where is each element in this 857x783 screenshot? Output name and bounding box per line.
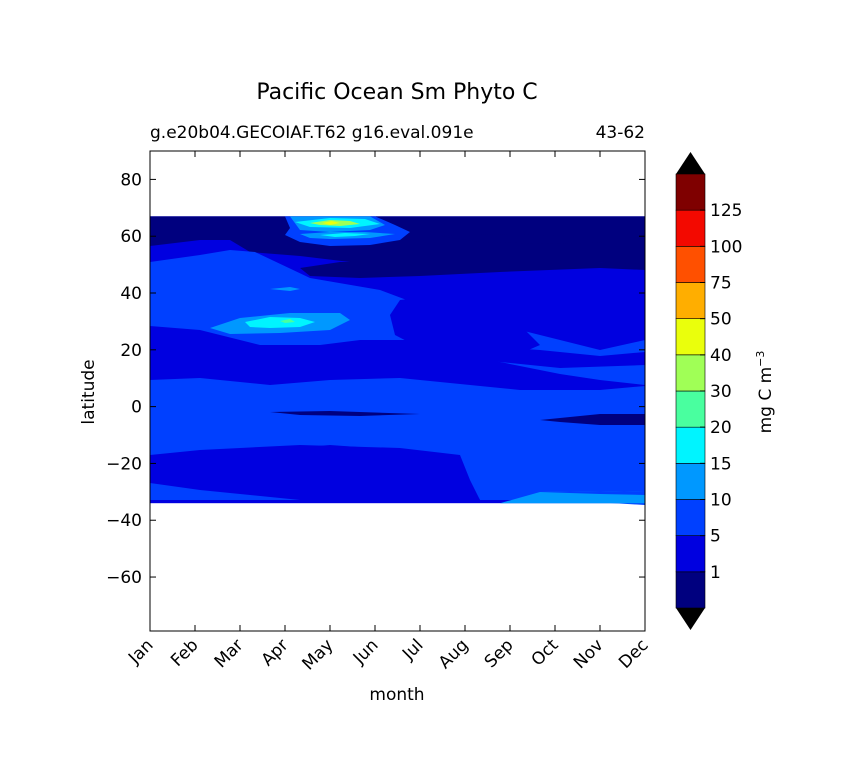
contour-level-0-1 bbox=[440, 234, 605, 244]
colorbar-segment bbox=[675, 318, 706, 356]
x-tick-label: Sep bbox=[481, 635, 518, 672]
plot-frame bbox=[149, 150, 646, 632]
contour-level-15-20 bbox=[245, 317, 315, 328]
colorbar-tick-label: 10 bbox=[710, 491, 732, 511]
x-tick-label: Jul bbox=[398, 635, 427, 664]
colorbar-tick-label: 5 bbox=[710, 527, 721, 547]
colorbar-extend-max bbox=[676, 152, 705, 174]
plot-area bbox=[149, 150, 646, 632]
contour-level-1-5 bbox=[150, 445, 480, 500]
contour-level-0-1 bbox=[270, 411, 420, 416]
contour-level-1-5 bbox=[390, 295, 540, 358]
chart-title: Pacific Ocean Sm Phyto C bbox=[256, 80, 537, 105]
colorbar-segment bbox=[675, 209, 706, 247]
x-tick-label: Nov bbox=[570, 635, 608, 673]
y-tick-label: 20 bbox=[120, 341, 142, 361]
x-tick-label: Mar bbox=[211, 635, 248, 672]
colorbar-tick-label: 20 bbox=[710, 418, 732, 438]
x-tick-label: Aug bbox=[435, 635, 473, 673]
contour-fills bbox=[150, 216, 645, 505]
colorbar-segment bbox=[675, 463, 706, 500]
y-tick-label: −60 bbox=[106, 568, 142, 588]
contour-level-5-10 bbox=[150, 378, 645, 505]
contour-level-15-20 bbox=[320, 233, 370, 237]
colorbar-tick-label: 125 bbox=[710, 201, 742, 221]
chart-subtitle-left: g.e20b04.GECOIAF.T62 g16.eval.091e bbox=[150, 123, 474, 143]
x-tick-label: May bbox=[299, 635, 338, 674]
contour-level-0-1 bbox=[300, 262, 645, 278]
colorbar-segment bbox=[675, 173, 706, 211]
contour-level-40-50 bbox=[322, 221, 340, 225]
x-axis-label: month bbox=[369, 685, 424, 705]
contour-level-5-10 bbox=[540, 491, 645, 495]
contour-level-10-15 bbox=[270, 287, 300, 291]
y-tick-label: −20 bbox=[106, 454, 142, 474]
colorbar-segment bbox=[675, 426, 706, 464]
colorbar-label: mg C m−3 bbox=[754, 351, 776, 434]
colorbar-segment bbox=[675, 246, 706, 283]
x-tick-label: Apr bbox=[258, 635, 293, 670]
y-axis-label: latitude bbox=[79, 359, 99, 424]
y-tick-label: 40 bbox=[120, 284, 142, 304]
colorbar-tick-label: 30 bbox=[710, 382, 732, 402]
colorbar-segment bbox=[675, 535, 706, 573]
x-tick-label: Feb bbox=[167, 635, 202, 670]
colorbar-tick-label: 50 bbox=[710, 310, 732, 330]
contour-level-5-10 bbox=[150, 483, 300, 500]
contour-level-0-1 bbox=[150, 216, 645, 270]
contour-level-20-30 bbox=[280, 319, 295, 323]
contour-level-1-5 bbox=[520, 295, 645, 340]
colorbar-tick-label: 15 bbox=[710, 454, 732, 474]
colorbar-tick-label: 1 bbox=[710, 563, 721, 583]
x-tick-label: Jan bbox=[124, 635, 157, 668]
contour-level-0-1 bbox=[540, 414, 645, 425]
colorbar-extend-min bbox=[676, 608, 705, 630]
x-tick-label: Jun bbox=[349, 635, 383, 669]
y-tick-label: −40 bbox=[106, 511, 142, 531]
y-tick-label: 0 bbox=[131, 398, 142, 418]
chart-subtitle-right: 43-62 bbox=[596, 123, 645, 143]
colorbar-segment bbox=[675, 354, 706, 392]
x-tick-label: Dec bbox=[615, 635, 652, 672]
colorbar-segment bbox=[675, 282, 706, 319]
y-tick-label: 80 bbox=[120, 170, 142, 190]
colorbar-tick-label: 40 bbox=[710, 346, 732, 366]
colorbar-segment bbox=[675, 571, 706, 609]
y-tick-label: 60 bbox=[120, 227, 142, 247]
x-tick-label: Oct bbox=[528, 635, 563, 670]
colorbar-segment bbox=[675, 390, 706, 428]
y-axis: 80 60 40 20 0 −20 −40 −60 bbox=[106, 170, 645, 588]
colorbar-tick-label: 100 bbox=[710, 237, 742, 257]
contour-level-1-5 bbox=[390, 345, 645, 368]
colorbar-tick-label: 75 bbox=[710, 274, 732, 294]
colorbar-segment bbox=[675, 499, 706, 536]
